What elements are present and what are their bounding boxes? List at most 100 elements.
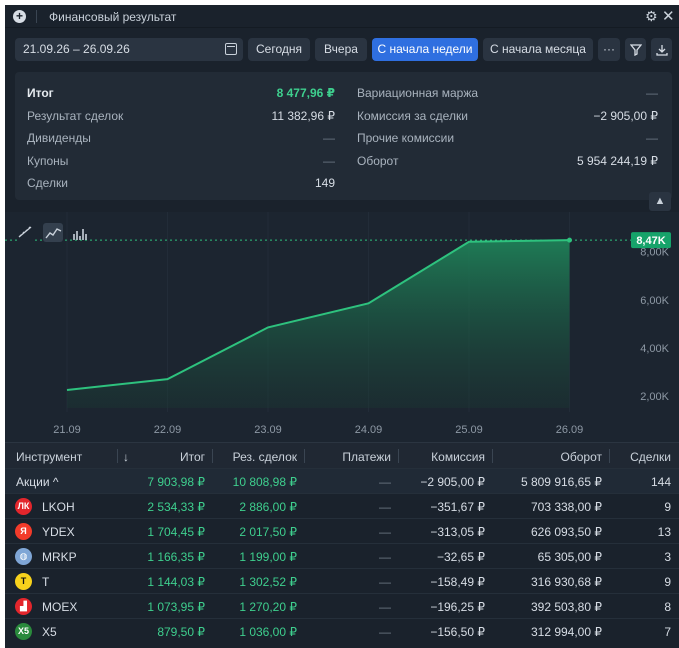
row-total: 879,50 ₽ xyxy=(157,625,205,639)
summary-value-deals: 149 xyxy=(314,176,335,190)
summary-value-total: 8 477,96 ₽ xyxy=(276,86,335,100)
ruler-tool-icon[interactable] xyxy=(17,223,35,241)
table-row[interactable]: X5 X5 879,50 ₽ 1 036,00 ₽ — −156,50 ₽ 312 994,… xyxy=(5,618,679,643)
x-tick-label: 23.09 xyxy=(254,424,282,436)
header-turnover[interactable]: Оборот xyxy=(560,450,602,464)
summary-label-trades-result: Результат сделок xyxy=(27,109,124,123)
group-deals: 144 xyxy=(650,475,671,489)
ticker: MRKP xyxy=(42,550,77,564)
table-row[interactable]: ◍ MRKP 1 166,35 ₽ 1 199,00 ₽ — −32,65 ₽ 65 305… xyxy=(5,543,679,568)
row-turnover: 312 994,00 ₽ xyxy=(530,625,602,639)
today-button[interactable]: Сегодня xyxy=(248,38,310,61)
row-deals: 9 xyxy=(664,575,671,589)
filter-button[interactable] xyxy=(625,38,646,61)
group-turnover: 5 809 916,65 ₽ xyxy=(520,475,602,489)
summary-label-dividends: Дивиденды xyxy=(27,131,91,145)
row-deals: 9 xyxy=(664,500,671,514)
y-tick-label: 6,00K xyxy=(640,295,669,307)
ticker-logo-icon: ▟ xyxy=(15,598,32,615)
row-commission: −32,65 ₽ xyxy=(436,550,485,564)
header-trades-result[interactable]: Рез. сделок xyxy=(232,450,297,464)
summary-label-turnover: Оборот xyxy=(357,154,399,168)
table-row[interactable]: Я YDEX 1 704,45 ₽ 2 017,50 ₽ — −313,05 ₽ 626 0… xyxy=(5,518,679,543)
x-tick-label: 22.09 xyxy=(154,424,182,436)
calendar-icon[interactable] xyxy=(225,43,237,55)
row-payments: — xyxy=(379,550,391,564)
summary-label-other-fees: Прочие комиссии xyxy=(357,131,455,145)
row-turnover: 316 930,68 ₽ xyxy=(530,575,602,589)
filter-icon xyxy=(629,44,642,57)
x-tick-label: 21.09 xyxy=(53,424,81,436)
row-deals: 13 xyxy=(657,525,671,539)
table-row[interactable]: ЛК LKOH 2 534,33 ₽ 2 886,00 ₽ — −351,67 ₽ 703 … xyxy=(5,493,679,518)
group-row-stocks[interactable]: Акции ^ 7 903,98 ₽ 10 808,98 ₽ — −2 905,… xyxy=(5,468,679,493)
ticker: LKOH xyxy=(42,500,75,514)
row-commission: −313,05 ₽ xyxy=(430,525,485,539)
summary-value-coupons: — xyxy=(323,154,335,168)
chart-canvas: 21.09 22.09 23.09 24.09 25.09 26.09 2,00K 4,00… xyxy=(5,212,679,442)
row-total: 1 144,03 ₽ xyxy=(147,575,205,589)
title-bar: + Финансовый результат ⚙ ✕ xyxy=(5,5,679,28)
line-chart-mode-icon[interactable] xyxy=(43,223,63,242)
row-total: 1 704,45 ₽ xyxy=(147,525,205,539)
header-deals[interactable]: Сделки xyxy=(630,450,671,464)
header-payments[interactable]: Платежи xyxy=(342,450,391,464)
row-trades-result: 2 886,00 ₽ xyxy=(239,500,297,514)
window-title: Финансовый результат xyxy=(49,10,177,24)
row-trades-result: 1 036,00 ₽ xyxy=(239,625,297,639)
bar-chart-mode-icon[interactable] xyxy=(73,229,87,240)
y-tick-label: 8,00K xyxy=(640,247,669,259)
row-payments: — xyxy=(379,575,391,589)
week-start-button[interactable]: С начала недели xyxy=(372,38,478,61)
summary-label-total: Итог xyxy=(27,86,54,100)
group-name[interactable]: Акции ^ xyxy=(16,475,59,489)
gear-icon[interactable]: ⚙ xyxy=(645,8,658,24)
row-trades-result: 1 270,20 ₽ xyxy=(239,600,297,614)
summary-label-coupons: Купоны xyxy=(27,154,69,168)
ticker-logo-icon: ◍ xyxy=(15,548,32,565)
row-deals: 3 xyxy=(664,550,671,564)
y-tick-label: 4,00K xyxy=(640,343,669,355)
row-turnover: 626 093,50 ₽ xyxy=(530,525,602,539)
financial-result-window: + Финансовый результат ⚙ ✕ 21.09.26 – 26… xyxy=(5,5,679,648)
row-payments: — xyxy=(379,625,391,639)
date-range-picker[interactable]: 21.09.26 – 26.09.26 xyxy=(15,38,243,61)
header-commission[interactable]: Комиссия xyxy=(431,450,485,464)
chart-last-point xyxy=(567,237,572,243)
close-icon[interactable]: ✕ xyxy=(662,8,675,25)
table-row[interactable]: ▟ MOEX 1 073,95 ₽ 1 270,20 ₽ — −196,25 ₽ 392 5… xyxy=(5,593,679,618)
x-tick-label: 26.09 xyxy=(556,424,584,436)
summary-value-turnover: 5 954 244,19 ₽ xyxy=(576,154,658,168)
more-button[interactable]: ··· xyxy=(598,38,620,61)
last-value-label: 8,47K xyxy=(636,235,665,247)
chevron-up-icon: ▲ xyxy=(654,195,666,207)
row-total: 1 073,95 ₽ xyxy=(147,600,205,614)
row-commission: −158,49 ₽ xyxy=(430,575,485,589)
download-icon xyxy=(655,45,668,56)
result-chart: 21.09 22.09 23.09 24.09 25.09 26.09 2,00K 4,00… xyxy=(5,212,679,442)
row-commission: −351,67 ₽ xyxy=(430,500,485,514)
yesterday-button[interactable]: Вчера xyxy=(315,38,367,61)
summary-value-dividends: — xyxy=(323,131,335,145)
month-start-button[interactable]: С начала месяца xyxy=(483,38,593,61)
summary-label-commission: Комиссия за сделки xyxy=(357,109,468,123)
add-widget-icon[interactable]: + xyxy=(13,10,26,23)
header-divider xyxy=(609,449,610,463)
x-tick-label: 24.09 xyxy=(355,424,383,436)
row-payments: — xyxy=(379,600,391,614)
y-tick-label: 2,00K xyxy=(640,391,669,403)
header-divider xyxy=(398,449,399,463)
row-trades-result: 2 017,50 ₽ xyxy=(239,525,297,539)
ticker-logo-icon: ЛК xyxy=(15,498,32,515)
header-total[interactable]: Итог xyxy=(179,450,205,464)
sort-desc-icon[interactable]: ↓ xyxy=(123,450,129,464)
row-payments: — xyxy=(379,500,391,514)
ticker: MOEX xyxy=(42,600,78,614)
row-deals: 7 xyxy=(664,625,671,639)
collapse-summary-button[interactable]: ▲ xyxy=(649,192,671,211)
header-instrument[interactable]: Инструмент xyxy=(16,450,83,464)
download-button[interactable] xyxy=(651,38,672,61)
x-tick-label: 25.09 xyxy=(455,424,483,436)
period-toolbar: 21.09.26 – 26.09.26 Сегодня Вчера С нача… xyxy=(5,38,679,62)
